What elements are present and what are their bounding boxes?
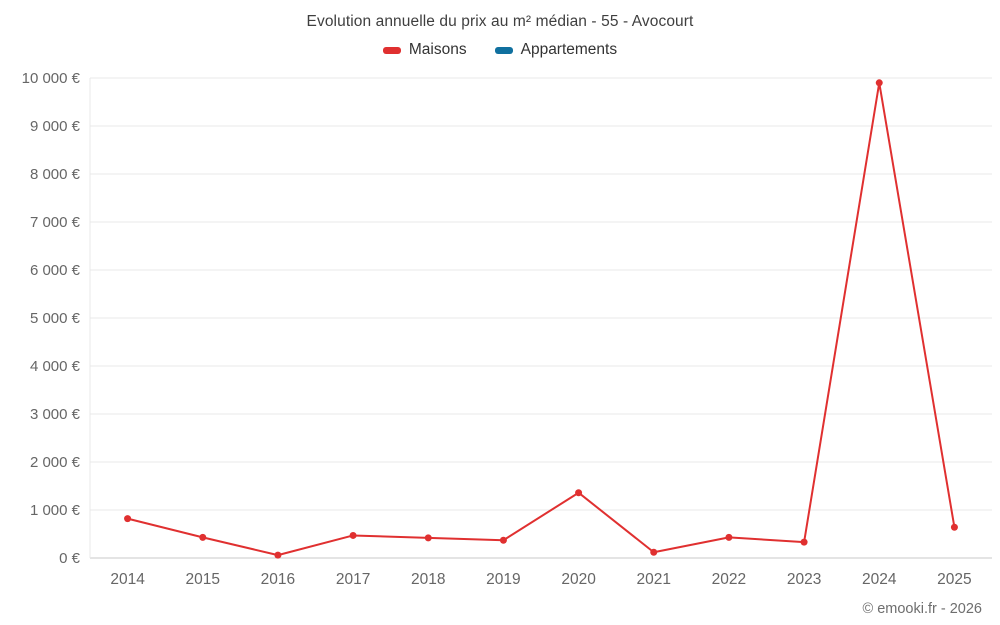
y-tick-label: 2 000 € [30, 454, 81, 471]
data-point [349, 531, 357, 539]
y-tick-label: 3 000 € [30, 406, 81, 423]
x-tick-label: 2025 [937, 571, 971, 588]
x-tick-label: 2014 [110, 571, 145, 588]
y-tick-label: 0 € [59, 550, 81, 567]
x-tick-label: 2015 [186, 571, 220, 588]
y-tick-label: 10 000 € [22, 70, 81, 87]
y-tick-label: 8 000 € [30, 166, 81, 183]
maisons-series-swatch-icon [382, 46, 401, 54]
data-point [800, 538, 808, 546]
series-line [127, 81, 956, 557]
legend-label-maisons: Maisons [408, 41, 467, 58]
appartements-series-swatch-icon [494, 46, 513, 54]
y-tick-label: 1 000 € [30, 502, 81, 519]
legend-item-maisons[interactable]: Maisons [382, 41, 467, 59]
y-tick-label: 7 000 € [30, 214, 81, 231]
data-point [725, 533, 733, 541]
data-point [199, 533, 207, 541]
data-point [950, 523, 958, 531]
x-tick-label: 2018 [411, 571, 445, 588]
legend-label-appartements: Appartements [520, 41, 618, 58]
chart-legend: Maisons Appartements [0, 40, 1000, 60]
data-point [274, 551, 282, 559]
x-tick-label: 2019 [486, 571, 520, 588]
y-tick-label: 9 000 € [30, 118, 81, 135]
x-tick-label: 2017 [336, 571, 370, 588]
x-tick-label: 2022 [712, 571, 746, 588]
x-tick-label: 2021 [637, 571, 671, 588]
data-point [575, 489, 583, 497]
x-tick-label: 2023 [787, 571, 821, 588]
data-point [424, 534, 432, 542]
data-point [499, 536, 507, 544]
chart-canvas: 0 € 1 000 € 2 000 € 3 000 € 4 000 € 5 000 € 6 … [22, 70, 992, 588]
x-tick-label: 2016 [261, 571, 295, 588]
data-point [124, 515, 132, 523]
legend-item-appartements[interactable]: Appartements [494, 41, 618, 59]
chart-title: Evolution annuelle du prix au m² médian … [306, 13, 694, 30]
y-tick-label: 4 000 € [30, 358, 81, 375]
y-tick-label: 6 000 € [30, 262, 81, 279]
data-point [875, 79, 883, 87]
x-tick-label: 2024 [862, 571, 897, 588]
chart-footer-credit: © emooki.fr - 2026 [862, 601, 982, 617]
data-point [650, 548, 658, 556]
x-tick-label: 2020 [561, 571, 596, 588]
y-tick-label: 5 000 € [30, 310, 81, 327]
